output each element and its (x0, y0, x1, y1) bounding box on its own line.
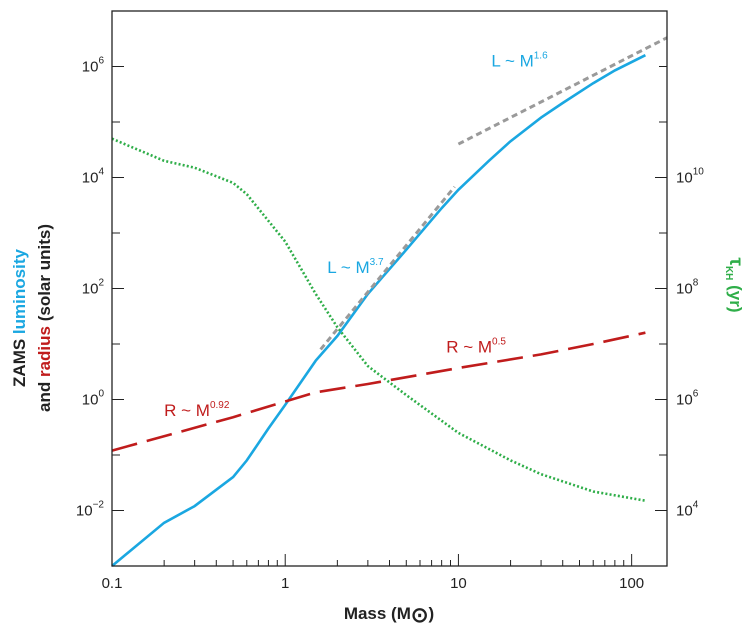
annotations-layer: L ~ M1.6 L ~ M3.7 R ~ M0.5 R ~ M0.92 (164, 51, 548, 421)
y-left-title-line2-part2: (solar units) (35, 224, 54, 326)
ticks-layer: 0.1 1 10 100 10−2 100 102 104 106 104 106 108 1010 (76, 10, 704, 592)
y-left-tick-label: 106 (82, 56, 105, 76)
y-right-tick-label: 104 (676, 500, 699, 520)
series-line-0 (111, 54, 646, 568)
x-tick-label: 0.1 (102, 575, 123, 592)
y-left-tick-label: 104 (82, 167, 105, 187)
series-line-2 (111, 137, 646, 502)
annotation-0: L ~ M1.6 (491, 51, 548, 71)
y-left-title-line1: ZAMS luminosity (10, 249, 29, 387)
y-left-title-line2: and radius (solar units) (35, 224, 54, 412)
x-tick-label: 100 (619, 575, 644, 592)
x-axis-title: Mass (M⊙) (344, 604, 434, 627)
y-left-title-line2-part1: radius (35, 326, 54, 377)
y-left-title-line2-part0: and (35, 377, 54, 412)
series-line-3 (319, 185, 456, 351)
y-left-tick-label: 10−2 (76, 500, 105, 520)
annotation-1: L ~ M3.7 (327, 257, 384, 277)
series-line-1 (111, 331, 646, 452)
x-tick-label: 10 (450, 575, 467, 592)
y-right-title: τKH (yr) (723, 257, 746, 312)
annotation-2: R ~ M0.5 (446, 337, 506, 357)
series-layer (111, 36, 668, 568)
y-left-tick-label: 100 (82, 389, 105, 409)
x-tick-label: 1 (281, 575, 289, 592)
y-left-title-line1-part1: luminosity (10, 249, 29, 335)
series-line-4 (457, 36, 668, 146)
annotation-3: R ~ M0.92 (164, 400, 230, 420)
y-left-title-line1-part0: ZAMS (10, 334, 29, 387)
y-right-tick-label: 1010 (676, 167, 704, 187)
y-left-tick-label: 102 (82, 278, 105, 298)
plot-frame-layer (111, 10, 668, 567)
y-right-tick-label: 106 (676, 389, 699, 409)
plot-frame (111, 10, 668, 567)
y-right-tick-label: 108 (676, 278, 699, 298)
